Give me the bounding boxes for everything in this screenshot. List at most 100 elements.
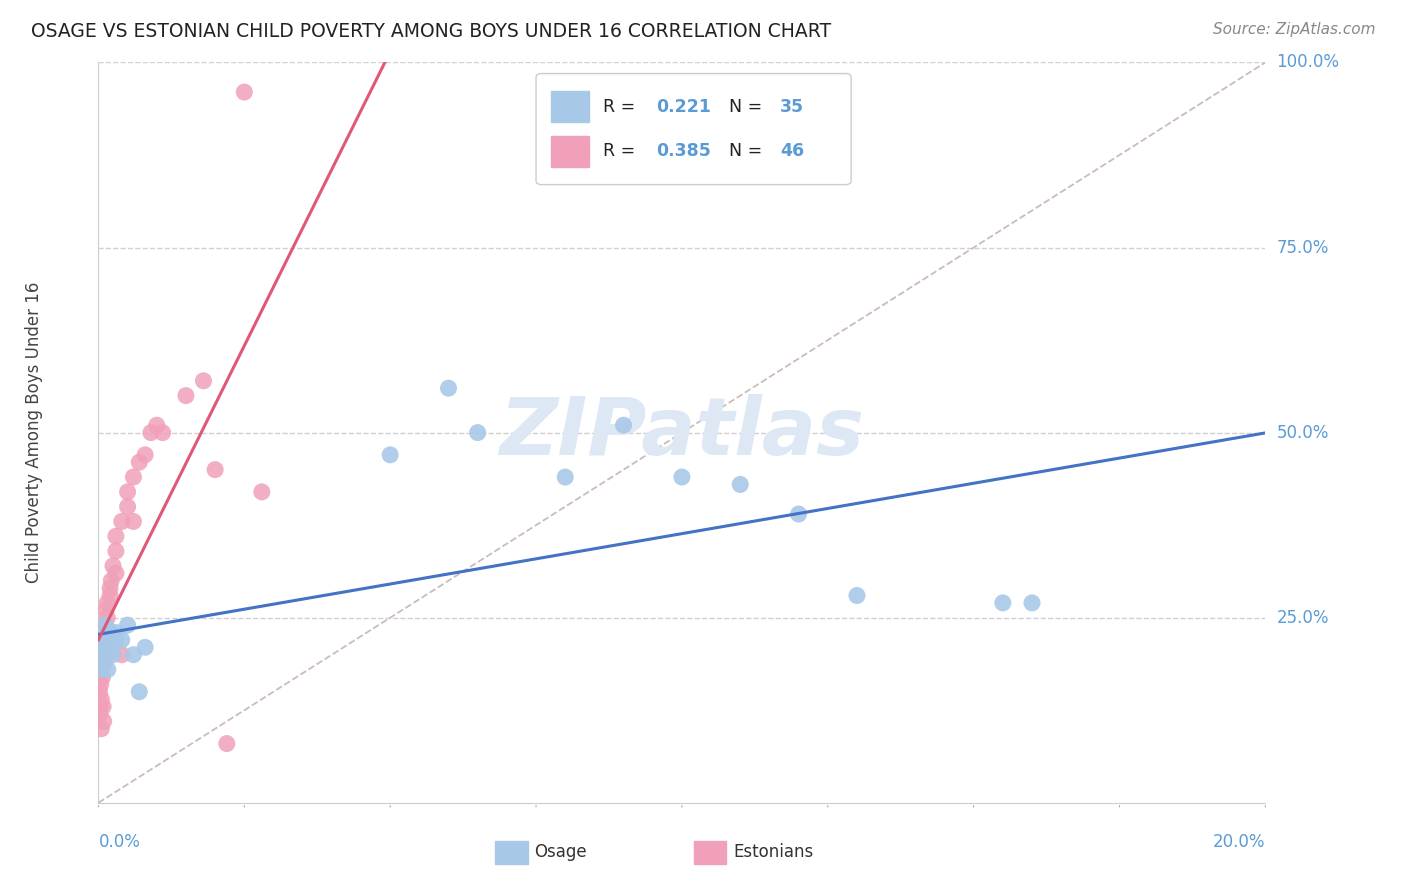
Point <box>96 648 118 662</box>
Text: 20.0%: 20.0% <box>1213 833 1265 851</box>
Point <box>90 663 112 677</box>
Point <box>94 603 117 617</box>
Point <box>612 418 634 433</box>
Bar <box>551 91 589 122</box>
Point <box>554 470 576 484</box>
Point <box>93 632 115 647</box>
Bar <box>693 841 727 863</box>
Point <box>98 581 121 595</box>
Point <box>111 632 134 647</box>
Point <box>96 596 118 610</box>
Point <box>111 515 134 529</box>
Point <box>93 640 115 655</box>
Point <box>122 470 145 484</box>
Point <box>91 699 114 714</box>
Point <box>134 640 156 655</box>
Point <box>233 85 256 99</box>
Point <box>89 648 111 662</box>
Point <box>89 706 111 721</box>
Point <box>104 625 127 640</box>
Point <box>134 448 156 462</box>
Point <box>96 632 118 647</box>
Point <box>93 648 115 662</box>
Text: OSAGE VS ESTONIAN CHILD POVERTY AMONG BOYS UNDER 16 CORRELATION CHART: OSAGE VS ESTONIAN CHILD POVERTY AMONG BO… <box>31 22 831 41</box>
Text: 0.0%: 0.0% <box>98 833 141 851</box>
Point <box>90 640 112 655</box>
Point <box>94 618 117 632</box>
Text: Source: ZipAtlas.com: Source: ZipAtlas.com <box>1212 22 1375 37</box>
Point <box>90 655 112 669</box>
Point <box>93 655 115 669</box>
Point <box>97 663 120 677</box>
Point <box>787 507 810 521</box>
Point <box>204 462 226 476</box>
Text: 0.385: 0.385 <box>657 143 711 161</box>
Point <box>193 374 215 388</box>
Point <box>93 640 115 655</box>
Point <box>104 632 127 647</box>
Text: Osage: Osage <box>534 844 586 862</box>
Point <box>846 589 869 603</box>
Point <box>91 670 114 684</box>
Point <box>87 670 110 684</box>
Point <box>100 574 122 588</box>
Point <box>89 699 111 714</box>
Point <box>250 484 273 499</box>
Text: 35: 35 <box>780 98 804 116</box>
Text: Child Poverty Among Boys Under 16: Child Poverty Among Boys Under 16 <box>25 282 44 583</box>
Point <box>1021 596 1043 610</box>
Text: 0.221: 0.221 <box>657 98 711 116</box>
Point <box>98 625 121 640</box>
Point <box>89 632 111 647</box>
Point <box>96 610 118 624</box>
Point <box>671 470 693 484</box>
Point <box>89 685 111 699</box>
Text: Estonians: Estonians <box>734 844 814 862</box>
Point <box>117 500 139 514</box>
Point <box>93 714 115 729</box>
Point <box>101 558 124 573</box>
Text: 75.0%: 75.0% <box>1277 238 1329 257</box>
Point <box>90 722 112 736</box>
Point <box>139 425 162 440</box>
Point <box>90 692 112 706</box>
Point <box>90 648 112 662</box>
Point <box>104 544 127 558</box>
FancyBboxPatch shape <box>536 73 851 185</box>
Point <box>215 737 238 751</box>
Point <box>93 655 115 669</box>
Point <box>91 648 114 662</box>
Point <box>91 625 114 640</box>
Point <box>117 618 139 632</box>
Point <box>89 663 111 677</box>
Point <box>104 566 127 581</box>
Point <box>111 648 134 662</box>
Text: R =: R = <box>603 98 640 116</box>
Point <box>96 632 118 647</box>
Text: 50.0%: 50.0% <box>1277 424 1329 442</box>
Text: N =: N = <box>728 143 768 161</box>
Text: 25.0%: 25.0% <box>1277 608 1329 627</box>
Text: R =: R = <box>603 143 640 161</box>
Point <box>152 425 174 440</box>
Point <box>128 455 150 469</box>
Point <box>90 677 112 691</box>
Point <box>437 381 460 395</box>
Bar <box>551 136 589 167</box>
Point <box>98 640 121 655</box>
Point <box>90 655 112 669</box>
Text: N =: N = <box>728 98 768 116</box>
Point <box>94 618 117 632</box>
Point <box>117 484 139 499</box>
Point <box>128 685 150 699</box>
Point <box>467 425 489 440</box>
Text: 100.0%: 100.0% <box>1277 54 1340 71</box>
Point <box>122 648 145 662</box>
Point <box>101 648 124 662</box>
Point <box>174 388 197 402</box>
Point <box>146 418 169 433</box>
Point <box>122 515 145 529</box>
Point <box>93 632 115 647</box>
Point <box>380 448 402 462</box>
Point <box>730 477 752 491</box>
